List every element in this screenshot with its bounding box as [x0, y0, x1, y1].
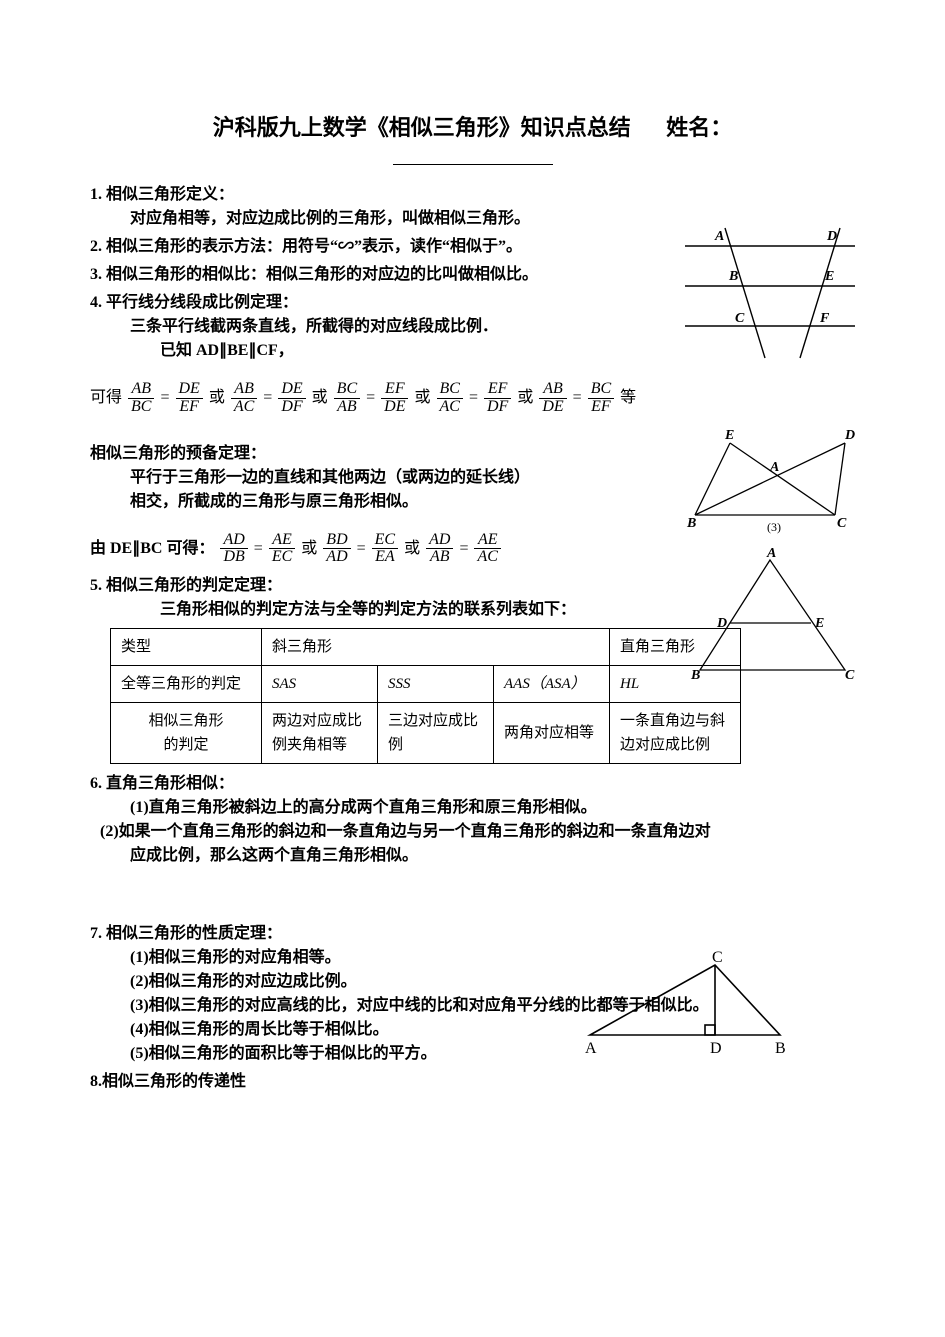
pre-b1: 平行于三角形一边的直线和其他两边（或两边的延长线）: [130, 469, 530, 486]
figure-triangle-de: A D E B C: [675, 545, 865, 690]
s8: 8.相似三角形的传递性: [90, 1073, 246, 1090]
name-label: 姓名：: [666, 115, 732, 140]
comparison-table: 类型 斜三角形 直角三角形 全等三角形的判定 SAS SSS AAS（ASA） …: [110, 628, 741, 764]
svg-text:A: A: [585, 1040, 597, 1057]
svg-text:E: E: [724, 428, 734, 443]
svg-text:C: C: [837, 516, 847, 531]
svg-text:E: E: [814, 616, 824, 631]
svg-text:B: B: [775, 1040, 786, 1057]
s6-2a: (2)如果一个直角三角形的斜边和一条直角边与另一个直角三角形的斜边和一条直角边对: [100, 823, 711, 840]
s1-body: 对应角相等，对应边成比例的三角形，叫做相似三角形。: [130, 210, 530, 227]
s4-b2: 已知 AD∥BE∥CF，: [160, 342, 294, 359]
s5-body: 三角形相似的判定方法与全等的判定方法的联系列表如下：: [160, 601, 576, 618]
svg-text:C: C: [712, 950, 723, 966]
svg-text:B: B: [686, 516, 696, 531]
pre-head: 相似三角形的预备定理：: [90, 445, 266, 462]
s6-head: 6. 直角三角形相似：: [90, 775, 234, 792]
s2: 2. 相似三角形的表示方法：用符号“∽”表示，读作“相似于”。: [90, 238, 522, 255]
s1-head: 1. 相似三角形定义：: [90, 186, 234, 203]
s7-head: 7. 相似三角形的性质定理：: [90, 925, 282, 942]
s7-5: (5)相似三角形的面积比等于相似比的平方。: [130, 1045, 437, 1062]
svg-text:(3): (3): [767, 520, 781, 534]
s4-b1: 三条平行线截两条直线，所截得的对应线段成比例．: [130, 318, 498, 335]
figure-right-triangle: A D B C: [575, 950, 795, 1060]
equation-1: 可得 ABBC = DEEF 或 ABAC = DEDF 或 BCAB = EF…: [90, 381, 855, 416]
svg-text:C: C: [735, 311, 745, 326]
svg-text:E: E: [824, 269, 834, 284]
svg-text:A: A: [769, 460, 779, 475]
svg-text:D: D: [710, 1040, 722, 1057]
s7-4: (4)相似三角形的周长比等于相似比。: [130, 1021, 389, 1038]
svg-text:C: C: [845, 668, 855, 683]
pre-b2: 相交，所截成的三角形与原三角形相似。: [130, 493, 418, 510]
name-blank: [393, 150, 553, 165]
s3: 3. 相似三角形的相似比：相似三角形的对应边的比叫做相似比。: [90, 266, 538, 283]
svg-text:B: B: [728, 269, 738, 284]
svg-text:A: A: [714, 229, 724, 244]
s7-2: (2)相似三角形的对应边成比例。: [130, 973, 357, 990]
page-title: 沪科版九上数学《相似三角形》知识点总结: [213, 115, 631, 140]
s6-2b: 应成比例，那么这两个直角三角形相似。: [130, 847, 418, 864]
figure-crossed-triangles: E D A B C (3): [675, 425, 865, 535]
figure-parallel-lines: A D B E C F: [675, 218, 865, 368]
s5-head: 5. 相似三角形的判定定理：: [90, 577, 282, 594]
s6-1: (1)直角三角形被斜边上的高分成两个直角三角形和原三角形相似。: [130, 799, 597, 816]
svg-text:A: A: [766, 546, 776, 561]
svg-text:D: D: [826, 229, 837, 244]
svg-text:D: D: [844, 428, 855, 443]
svg-text:D: D: [716, 616, 727, 631]
s4-head: 4. 平行线分线段成比例定理：: [90, 294, 298, 311]
s7-1: (1)相似三角形的对应角相等。: [130, 949, 341, 966]
svg-text:F: F: [819, 311, 830, 326]
svg-text:B: B: [690, 668, 700, 683]
